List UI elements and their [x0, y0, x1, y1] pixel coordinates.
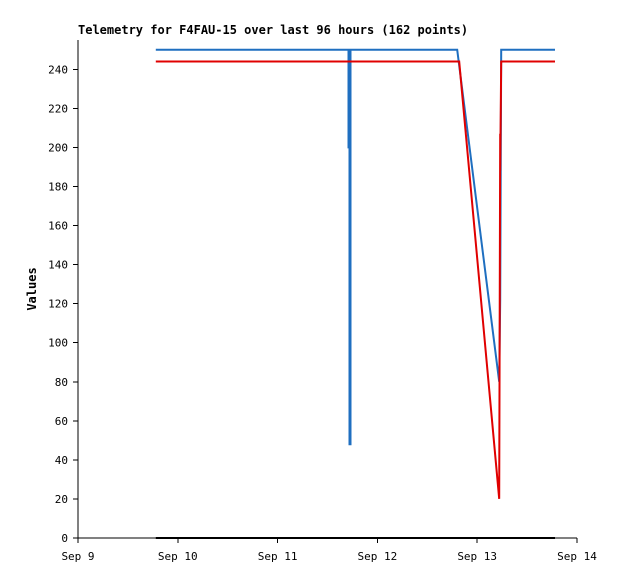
x-tick-label: Sep 13 [457, 550, 497, 563]
x-tick-label: Sep 11 [258, 550, 298, 563]
y-axis-label: Values [25, 267, 39, 310]
x-tick-label: Sep 10 [158, 550, 198, 563]
y-axis: 0 20 40 60 80 100 120 140 160 180 200 220 240 [48, 63, 78, 545]
x-axis: Sep 9 Sep 10 Sep 11 Sep 12 Sep 13 Sep 14 [61, 538, 597, 563]
y-tick-label: 180 [48, 180, 68, 193]
x-tick-label: Sep 9 [61, 550, 94, 563]
y-tick-label: 240 [48, 63, 68, 76]
y-tick-label: 0 [61, 532, 68, 545]
y-tick-label: 140 [48, 259, 68, 272]
y-tick-label: 100 [48, 337, 68, 350]
y-tick-label: 60 [55, 415, 68, 428]
series-line-1 [155, 48, 555, 446]
y-tick-label: 160 [48, 220, 68, 233]
y-tick-label: 80 [55, 376, 68, 389]
y-tick-label: 120 [48, 298, 68, 311]
x-tick-label: Sep 12 [358, 550, 398, 563]
x-tick-label: Sep 14 [557, 550, 597, 563]
series-line-2 [155, 60, 555, 499]
series-lines [155, 48, 555, 539]
y-tick-label: 20 [55, 493, 68, 506]
y-tick-label: 200 [48, 141, 68, 154]
y-tick-label: 220 [48, 102, 68, 115]
chart-title: Telemetry for F4FAU-15 over last 96 hour… [78, 23, 468, 37]
y-tick-label: 40 [55, 454, 68, 467]
